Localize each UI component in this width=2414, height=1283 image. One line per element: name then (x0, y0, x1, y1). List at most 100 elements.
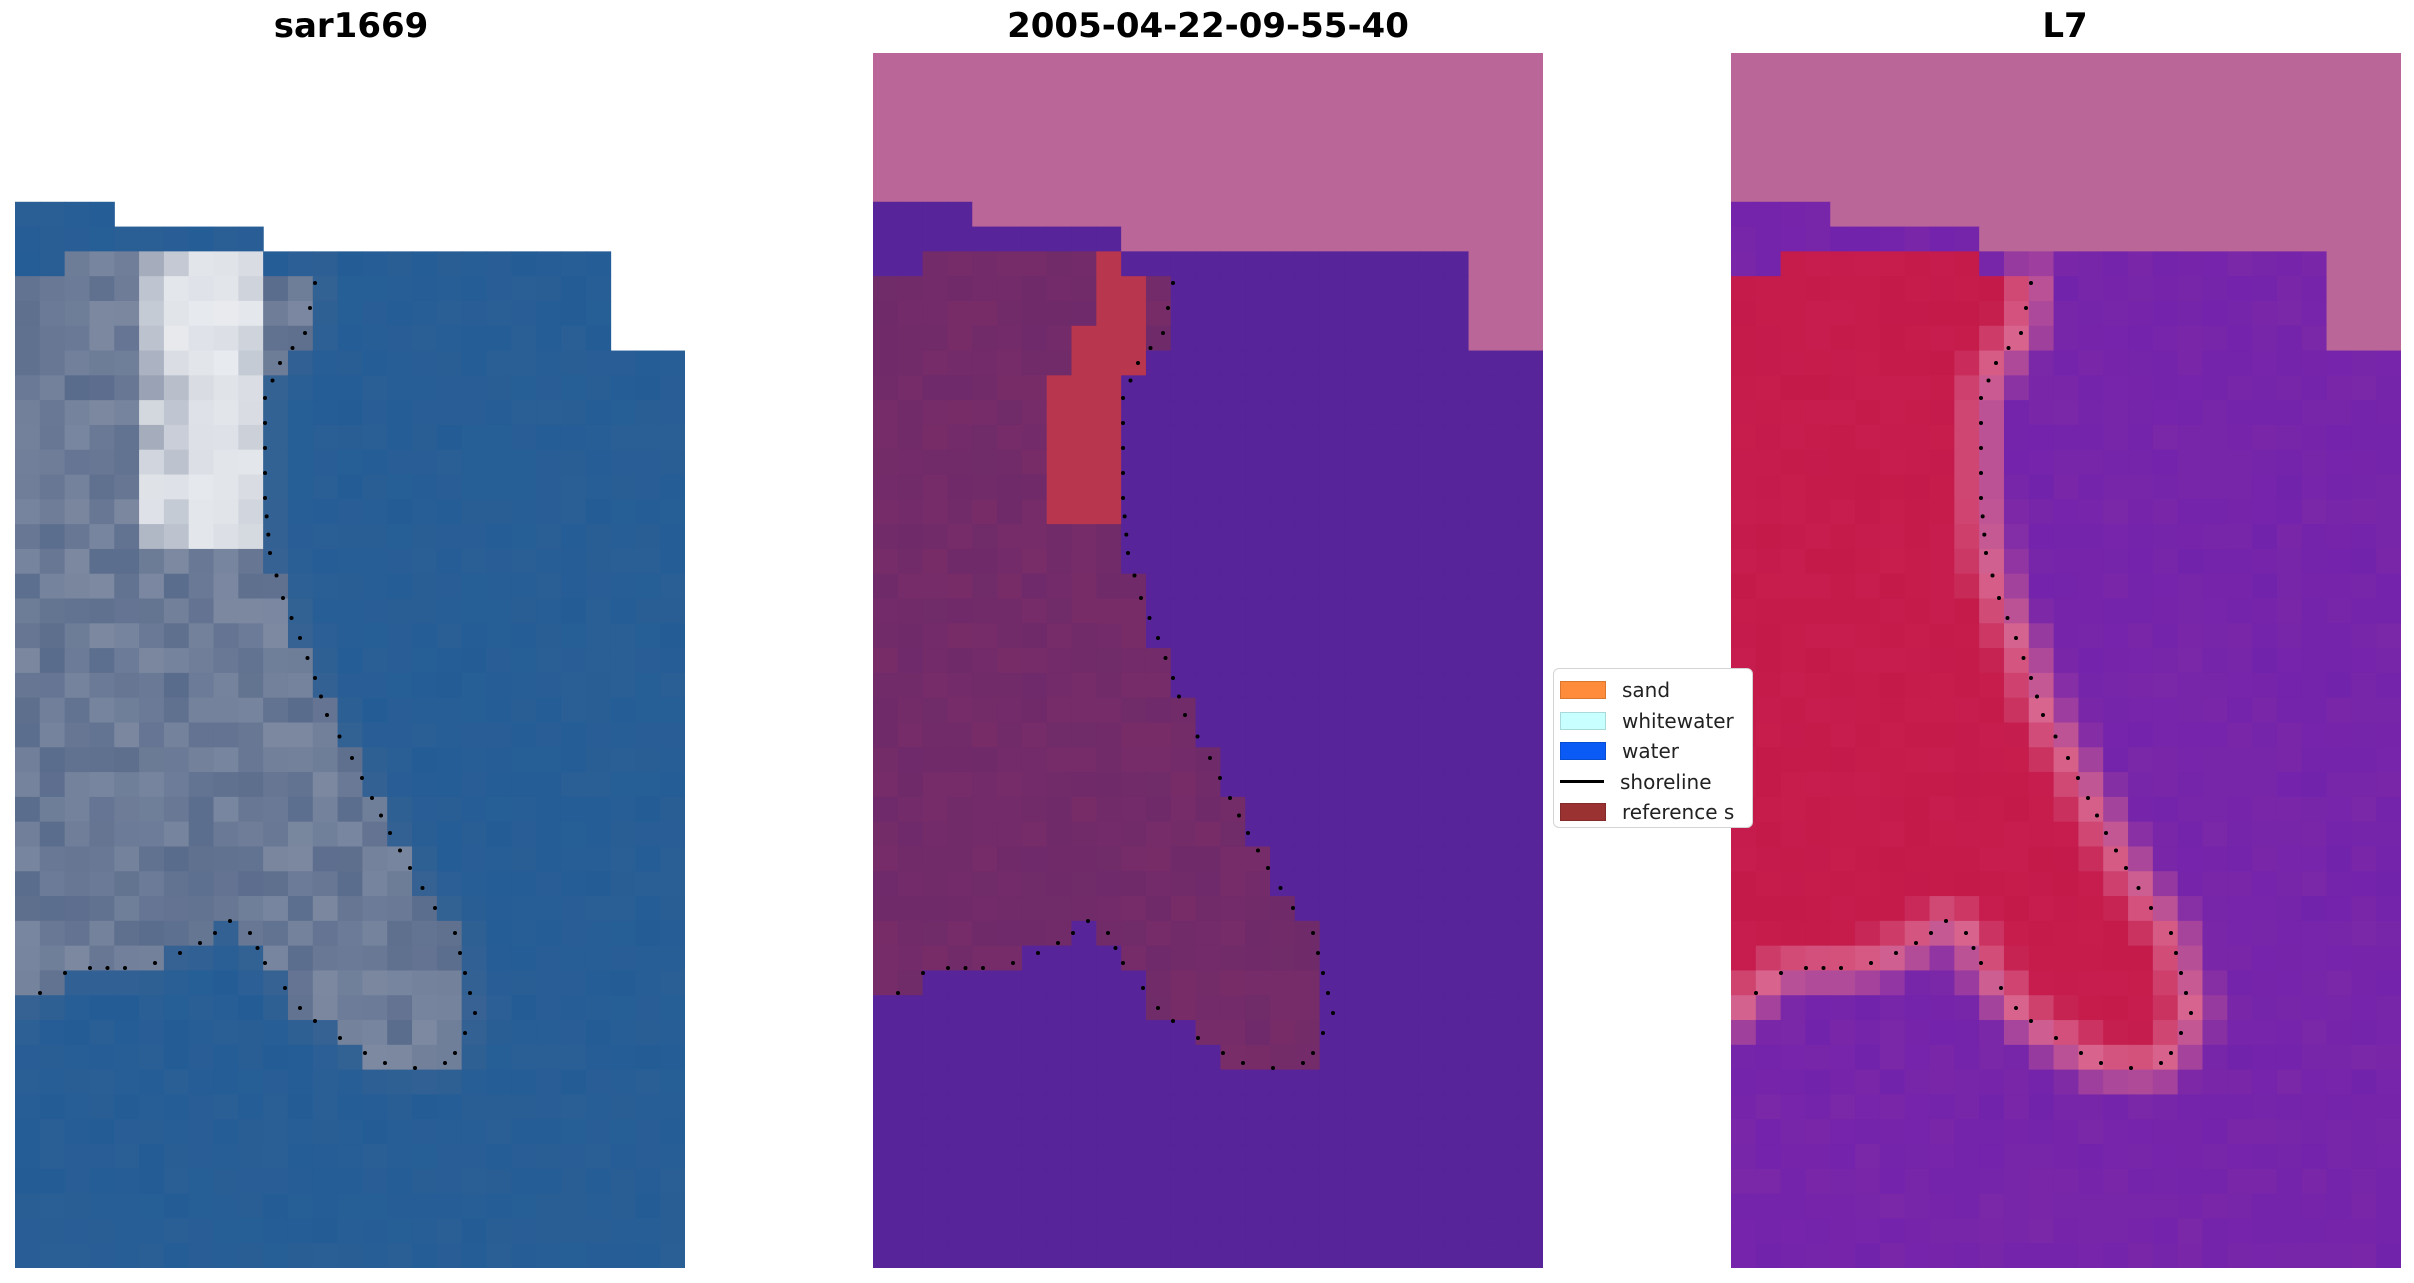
shoreline-point (1929, 931, 1933, 935)
shoreline-point (1237, 813, 1241, 818)
shoreline-point (1121, 446, 1125, 450)
shoreline-point (1106, 931, 1110, 935)
shoreline-point (2066, 756, 2070, 760)
shoreline-point (255, 946, 260, 950)
shoreline-point (1964, 931, 1968, 935)
shoreline-point (2029, 1019, 2033, 1023)
shoreline-point (263, 396, 267, 400)
raster-cells (15, 201, 685, 1268)
shoreline-point (313, 1019, 317, 1023)
shoreline-point (2029, 676, 2033, 680)
shoreline-point (946, 966, 950, 970)
shoreline-point (2174, 951, 2178, 955)
classified-image-panel[interactable] (873, 53, 1543, 1268)
shoreline-point (2104, 831, 2108, 835)
shoreline-point (213, 931, 217, 935)
shoreline-dots (38, 281, 477, 1070)
shoreline-point (2169, 931, 2173, 935)
shoreline-point (1141, 986, 1145, 990)
shoreline-point (2129, 1066, 2133, 1070)
index-image (1731, 53, 2401, 1268)
shoreline-point (298, 636, 302, 640)
shoreline-point (1984, 551, 1988, 555)
shoreline-point (1994, 361, 1998, 365)
shoreline-point (1839, 966, 1843, 970)
shoreline-point (1056, 941, 1060, 945)
legend: sand whitewater water shoreline referenc… (1553, 668, 1753, 828)
shoreline-point (1156, 1006, 1160, 1010)
shoreline-point (1979, 446, 1983, 450)
shoreline-point (1990, 573, 1995, 578)
shoreline-point (473, 1011, 477, 1015)
shoreline-point (1011, 961, 1015, 965)
shoreline-point (263, 471, 267, 475)
shoreline-point (228, 919, 232, 923)
shoreline-point (2014, 1006, 2018, 1010)
shoreline-point (2184, 991, 2188, 995)
legend-item-shoreline: shoreline (1560, 767, 1752, 798)
shoreline-point (289, 616, 294, 620)
shoreline-point (1999, 986, 2003, 990)
shoreline-point (1979, 471, 1983, 475)
shoreline-point (2006, 346, 2011, 350)
shoreline-point (1821, 966, 1826, 970)
index-image-panel[interactable] (1731, 53, 2401, 1268)
shoreline-point (1291, 906, 1295, 910)
shoreline-point (319, 694, 323, 699)
shoreline-point (1914, 941, 1918, 945)
shoreline-point (1121, 496, 1125, 500)
shoreline-point (1869, 961, 1873, 965)
panel-title-index: L7 (2042, 6, 2088, 46)
raster-cells (873, 53, 1543, 1268)
shoreline-point (379, 813, 383, 818)
shoreline-point (303, 331, 307, 335)
shoreline-point (88, 966, 92, 970)
shoreline-point (1979, 496, 1983, 500)
sand-swatch (1560, 681, 1606, 700)
shoreline-point (263, 961, 267, 965)
shoreline-point (2079, 1051, 2083, 1055)
shoreline-point (1980, 514, 1985, 519)
shoreline-point (248, 931, 252, 935)
shoreline-point (1183, 713, 1187, 717)
shoreline-point (278, 361, 282, 365)
shoreline-point (2086, 796, 2090, 800)
shoreline-point (350, 756, 354, 760)
shoreline-point (337, 734, 342, 739)
shoreline-swatch (1560, 780, 1604, 784)
shoreline-point (2053, 734, 2058, 739)
shoreline-point (2189, 1011, 2193, 1015)
shoreline-point (1196, 1036, 1200, 1040)
shoreline-point (2054, 1036, 2058, 1040)
shoreline-point (308, 306, 312, 310)
shoreline-point (283, 986, 287, 990)
shoreline-point (963, 966, 968, 970)
shoreline-point (2124, 866, 2128, 870)
shoreline-point (1321, 971, 1325, 975)
shoreline-point (453, 931, 457, 935)
shoreline-point (263, 421, 267, 425)
shoreline-point (1132, 573, 1137, 578)
shoreline-point (1208, 756, 1212, 760)
shoreline-point (458, 951, 462, 955)
reference-swatch (1560, 803, 1606, 822)
shoreline-point (1266, 866, 1270, 870)
shoreline-point (313, 281, 317, 285)
legend-label: whitewater (1622, 708, 1734, 733)
shoreline-point (268, 551, 272, 555)
shoreline-point (1121, 471, 1125, 475)
shoreline-point (63, 971, 67, 975)
whitewater-swatch (1560, 711, 1606, 730)
shoreline-point (2136, 886, 2141, 890)
shoreline-point (370, 796, 374, 800)
shoreline-point (383, 1061, 387, 1065)
shoreline-point (2114, 848, 2118, 853)
shoreline-point (1121, 961, 1125, 965)
rgb-image-panel[interactable] (15, 53, 685, 1268)
shoreline-point (263, 496, 267, 500)
shoreline-point (463, 971, 467, 975)
panel-title-classified: 2005-04-22-09-55-40 (1007, 6, 1409, 46)
shoreline-point (1982, 532, 1987, 537)
shoreline-point (1321, 1031, 1325, 1035)
shoreline-point (38, 991, 42, 995)
